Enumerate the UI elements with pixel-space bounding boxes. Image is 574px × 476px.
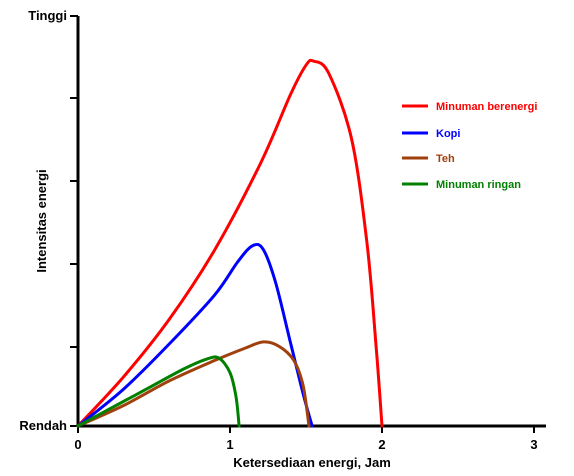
x-tick-label: 3 xyxy=(530,437,537,452)
series-line-2 xyxy=(76,340,311,428)
x-tick-label: 1 xyxy=(226,437,233,452)
x-tick-label: 2 xyxy=(378,437,385,452)
legend-label-1: Kopi xyxy=(436,128,460,140)
legend-label-0: Minuman berenergi xyxy=(436,101,537,113)
y-axis-title: Intensitas energi xyxy=(34,169,49,272)
legend-label-2: Teh xyxy=(436,153,455,165)
y-tick-label: Rendah xyxy=(19,418,67,433)
series-line-1 xyxy=(76,242,314,428)
series-line-3 xyxy=(76,355,241,428)
x-axis-title: Ketersediaan energi, Jam xyxy=(233,455,391,470)
x-tick-label: 0 xyxy=(74,437,81,452)
legend-label-3: Minuman ringan xyxy=(436,179,521,191)
y-tick-label: Tinggi xyxy=(28,8,67,23)
series-line-0 xyxy=(76,58,384,428)
